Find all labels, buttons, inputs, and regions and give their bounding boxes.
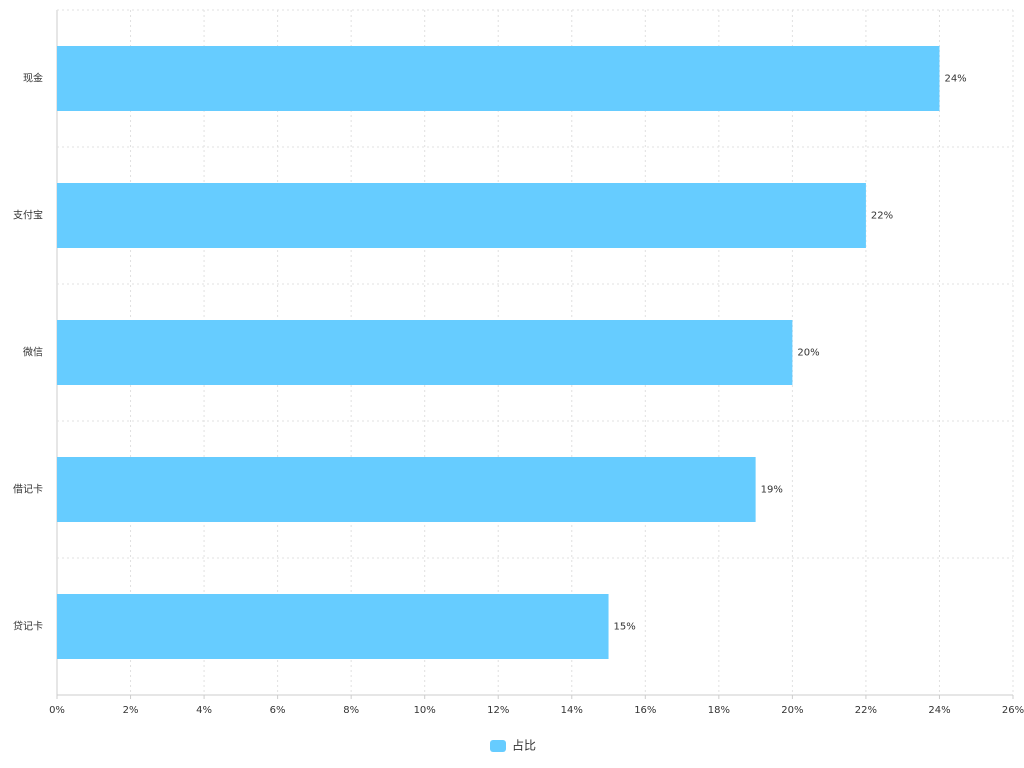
x-tick-label: 20% <box>781 705 803 716</box>
bar <box>57 594 609 659</box>
value-label: 22% <box>871 211 893 222</box>
x-tick-label: 8% <box>343 705 359 716</box>
value-label: 20% <box>797 348 819 359</box>
bar <box>57 320 793 385</box>
x-tick-label: 12% <box>487 705 509 716</box>
x-tick-label: 24% <box>928 705 950 716</box>
x-tick-label: 22% <box>855 705 877 716</box>
bar <box>57 46 940 111</box>
x-tick-label: 18% <box>708 705 730 716</box>
x-tick-label: 16% <box>634 705 656 716</box>
legend-label: 占比 <box>512 738 536 753</box>
x-tick-label: 0% <box>49 705 65 716</box>
y-tick-label: 贷记卡 <box>13 620 43 633</box>
x-tick-label: 10% <box>414 705 436 716</box>
legend-swatch <box>490 740 506 752</box>
value-label: 19% <box>761 485 783 496</box>
bar <box>57 457 756 522</box>
value-label: 24% <box>944 74 966 85</box>
y-tick-label: 现金 <box>23 72 43 85</box>
x-tick-label: 6% <box>270 705 286 716</box>
y-tick-label: 借记卡 <box>13 483 43 496</box>
x-tick-label: 2% <box>123 705 139 716</box>
x-tick-label: 14% <box>561 705 583 716</box>
y-tick-label: 支付宝 <box>13 209 43 222</box>
x-tick-label: 4% <box>196 705 212 716</box>
bar <box>57 183 866 248</box>
x-tick-label: 26% <box>1002 705 1024 716</box>
y-tick-label: 微信 <box>23 346 43 359</box>
value-label: 15% <box>614 622 636 633</box>
